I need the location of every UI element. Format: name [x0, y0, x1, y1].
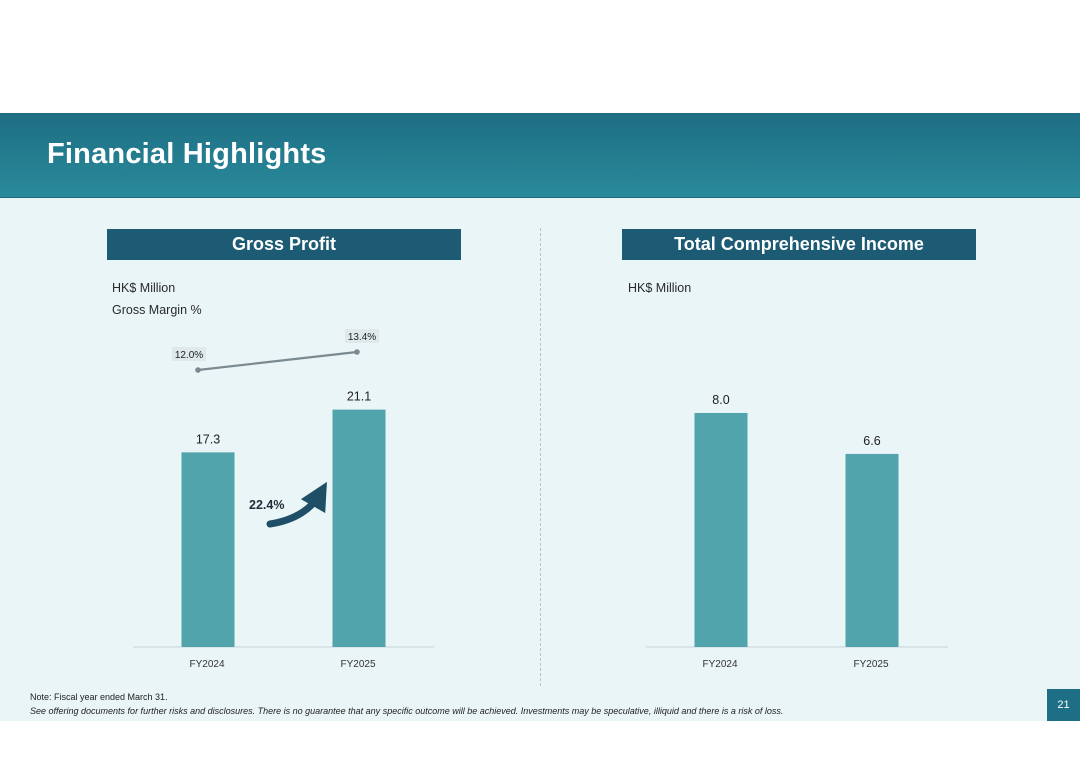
x-tick-label: FY2025	[853, 659, 888, 670]
gross-margin-label: 13.4%	[348, 332, 376, 343]
bar-value-label: 21.1	[347, 390, 371, 404]
gross-margin-label: Gross Margin %	[112, 303, 202, 317]
bar-fy2025	[332, 409, 386, 647]
gross-profit-banner: Gross Profit	[107, 229, 461, 260]
income-unit-label: HK$ Million	[628, 281, 692, 295]
header-bar: Financial Highlights	[0, 113, 1080, 197]
gross-profit-chart: 17.3 FY2024 21.1 FY2025 12.0% 13.4% 22.4%	[133, 329, 434, 670]
page-title: Financial Highlights	[47, 138, 327, 170]
page-number: 21	[1047, 689, 1080, 721]
x-tick-label: FY2024	[189, 659, 224, 670]
disclaimer: See offering documents for further risks…	[30, 706, 784, 716]
gross-margin-point	[354, 349, 360, 355]
gross-margin-label-box	[345, 329, 379, 343]
x-tick-label: FY2024	[702, 659, 737, 670]
bar-fy2025	[845, 453, 899, 647]
gross-profit-unit-label: HK$ Million	[112, 281, 176, 295]
bar-fy2024	[694, 412, 748, 647]
section-divider	[540, 228, 541, 686]
income-chart: 8.0 FY2024 6.6 FY2025	[646, 393, 948, 670]
x-tick-label: FY2025	[340, 659, 375, 670]
gross-margin-point	[195, 367, 201, 373]
gross-margin-label-box	[172, 347, 206, 361]
bar-value-label: 8.0	[712, 393, 729, 407]
footnote: Note: Fiscal year ended March 31.	[30, 692, 168, 702]
growth-label: 22.4%	[249, 498, 284, 512]
growth-arrow	[266, 481, 327, 528]
bar-value-label: 6.6	[863, 434, 880, 448]
income-banner: Total Comprehensive Income	[622, 229, 976, 260]
gross-margin-label: 12.0%	[175, 350, 203, 361]
gross-margin-line	[197, 350, 358, 372]
bar-value-label: 17.3	[196, 432, 220, 446]
bar-fy2024	[181, 452, 235, 647]
